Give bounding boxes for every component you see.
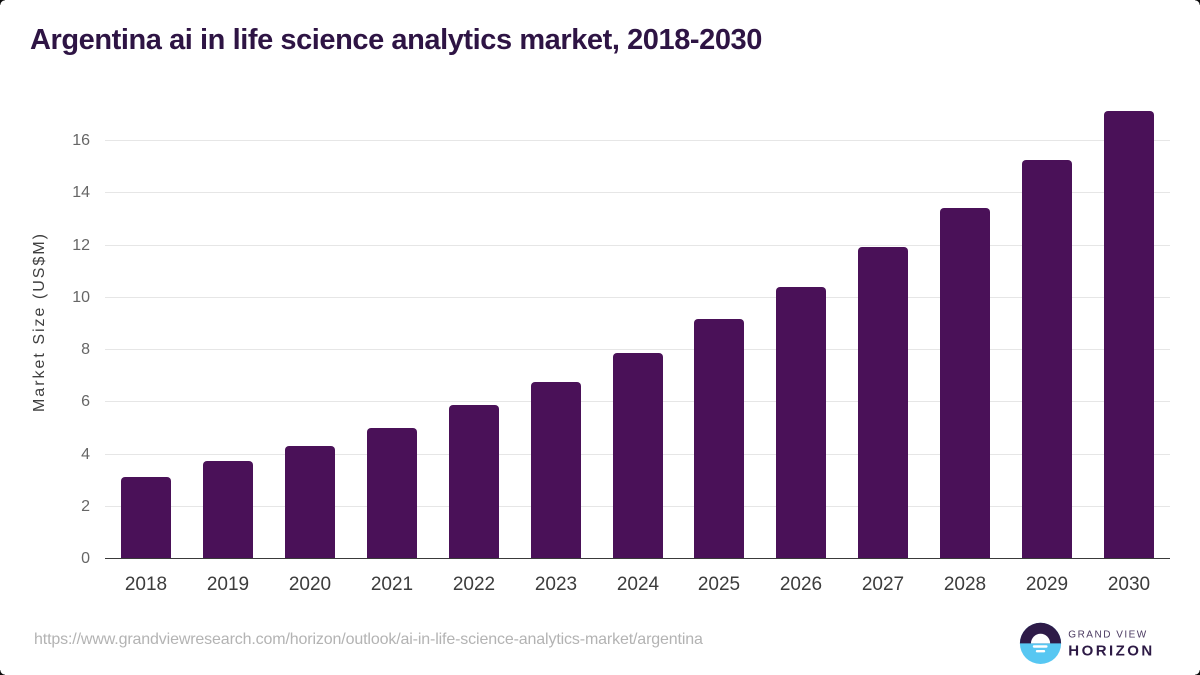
svg-text:GRAND VIEW: GRAND VIEW bbox=[1068, 630, 1147, 641]
svg-text:HORIZON: HORIZON bbox=[1068, 643, 1154, 660]
